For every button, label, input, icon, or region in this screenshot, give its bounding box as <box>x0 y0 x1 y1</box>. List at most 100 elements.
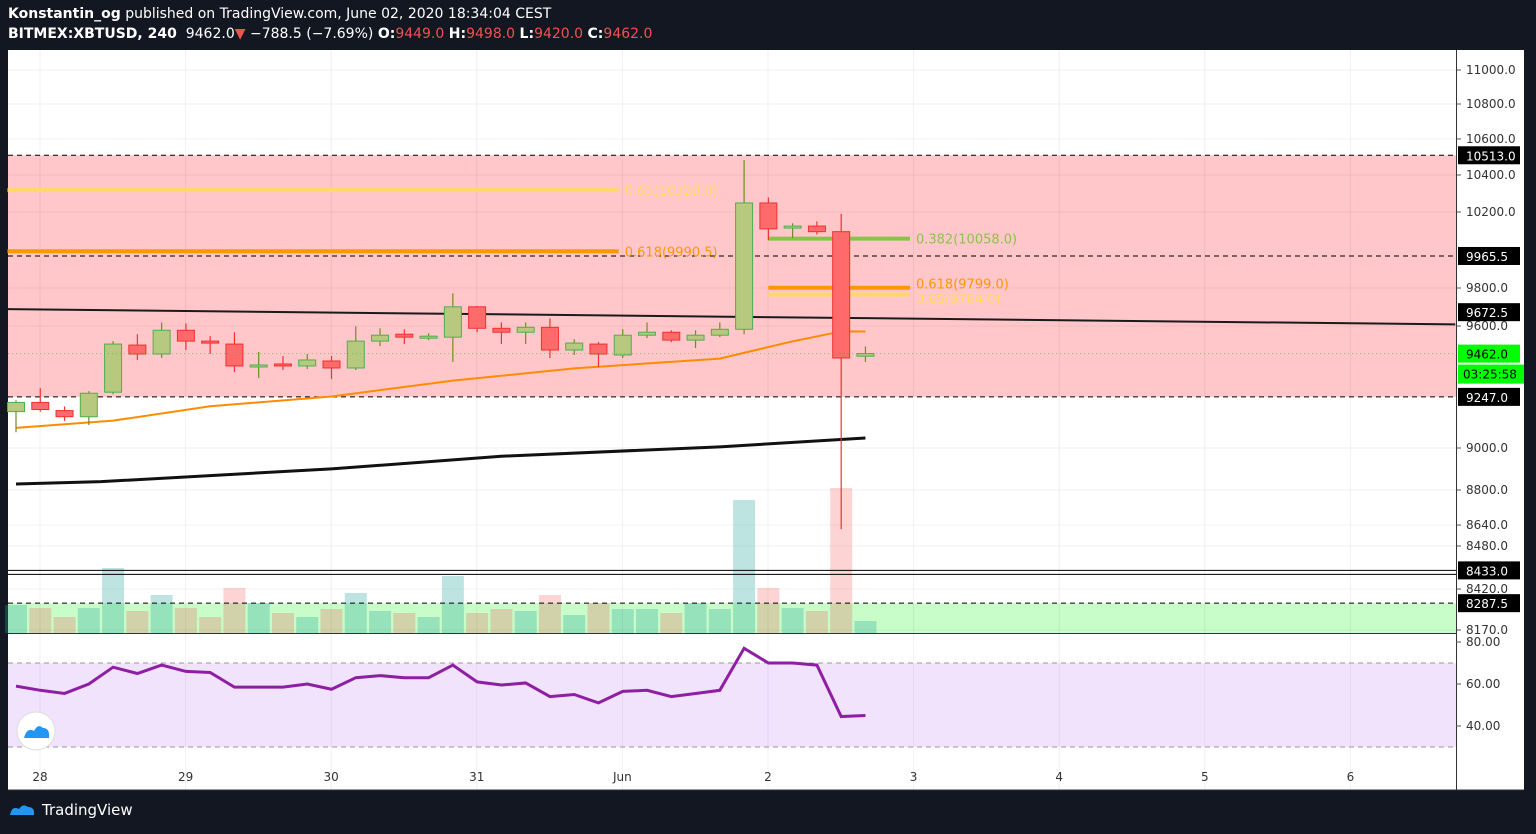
fib-level-label: 0.65(10320.0) <box>625 184 718 199</box>
brand-name[interactable]: TradingView <box>42 801 133 819</box>
bullish-candle[interactable] <box>613 334 632 356</box>
volume-bar <box>611 609 634 633</box>
x-tick-label: 5 <box>1201 770 1209 784</box>
y-tick-label: 8800.0 <box>1466 483 1508 497</box>
bearish-candle[interactable] <box>395 333 414 338</box>
bullish-candle[interactable] <box>419 335 438 339</box>
x-tick-label: 4 <box>1055 770 1063 784</box>
symbol-label[interactable]: BITMEX:XBTUSD, 240 <box>8 26 177 42</box>
x-tick-label: 28 <box>32 770 47 784</box>
bullish-candle[interactable] <box>516 326 535 333</box>
bullish-candle[interactable] <box>686 334 705 341</box>
volume-bar <box>708 609 731 633</box>
bearish-candle[interactable] <box>759 202 778 230</box>
bullish-candle[interactable] <box>710 328 729 336</box>
bullish-candle[interactable] <box>565 342 584 351</box>
bullish-candle[interactable] <box>735 202 754 330</box>
bearish-candle[interactable] <box>273 363 292 367</box>
publish-line: Konstantin_og published on TradingView.c… <box>8 4 652 24</box>
bullish-candle[interactable] <box>443 306 462 338</box>
volume-bar <box>199 617 222 633</box>
price-badge-label: 10513.0 <box>1466 149 1516 163</box>
volume-bar <box>296 617 319 633</box>
y-tick-label: 10200.0 <box>1466 205 1516 219</box>
x-tick-label: 3 <box>910 770 918 784</box>
volume-bar <box>5 605 27 633</box>
volume-bar <box>781 608 804 633</box>
rsi-line[interactable] <box>15 646 866 719</box>
y-tick-label: 10400.0 <box>1466 168 1516 182</box>
bullish-candle[interactable] <box>104 343 123 393</box>
bearish-candle[interactable] <box>322 360 341 369</box>
footer: TradingView <box>8 801 133 819</box>
bearish-candle[interactable] <box>468 306 487 329</box>
bearish-candle[interactable] <box>832 231 851 359</box>
publish-info: published on TradingView.com, June 02, 2… <box>125 6 552 22</box>
y-tick-label: 10800.0 <box>1466 97 1516 111</box>
x-tick-label: 31 <box>469 770 484 784</box>
rsi-band <box>8 663 1456 747</box>
y-tick-label: 8640.0 <box>1466 518 1508 532</box>
bullish-candle[interactable] <box>346 340 365 369</box>
author-name[interactable]: Konstantin_og <box>8 6 121 22</box>
y-tick-label: 8420.0 <box>1466 582 1508 596</box>
bullish-candle[interactable] <box>7 401 25 413</box>
fib-level-label: 0.382(10058.0) <box>916 233 1017 248</box>
bearish-candle[interactable] <box>589 343 608 355</box>
sma-line[interactable] <box>15 436 866 486</box>
last-price-label: 9462.0 <box>1466 348 1508 362</box>
price-badge-label: 8287.5 <box>1466 597 1508 611</box>
bearish-candle[interactable] <box>176 329 195 342</box>
bearish-candle[interactable] <box>225 343 244 367</box>
bearish-candle[interactable] <box>540 326 559 351</box>
close-label: C: <box>587 26 604 42</box>
tradingview-watermark-icon <box>24 726 50 738</box>
volume-bar <box>393 613 416 633</box>
bullish-candle[interactable] <box>783 225 802 229</box>
volume-bar <box>805 611 828 633</box>
bearish-candle[interactable] <box>807 225 826 233</box>
tradingview-logo-icon <box>10 805 35 815</box>
x-tick-label: 6 <box>1347 770 1355 784</box>
x-tick-label: 2 <box>764 770 772 784</box>
trend-line[interactable] <box>7 308 1456 326</box>
x-tick-label: 29 <box>178 770 193 784</box>
volume-bar <box>271 613 294 633</box>
volume-bar <box>29 608 52 633</box>
bearish-candle[interactable] <box>201 340 220 344</box>
bearish-candle[interactable] <box>128 344 147 355</box>
price-badge <box>1458 561 1520 580</box>
bullish-candle[interactable] <box>856 353 875 357</box>
volume-bar <box>830 488 853 633</box>
bullish-candle[interactable] <box>152 329 171 355</box>
support-zone[interactable] <box>8 603 1456 633</box>
volume-bar <box>223 588 246 633</box>
bearish-candle[interactable] <box>55 410 74 418</box>
volume-bar <box>514 611 537 633</box>
price-badge <box>1458 146 1520 165</box>
volume-bar <box>102 568 125 633</box>
volume-bar <box>77 608 100 633</box>
x-tick-label: Jun <box>612 770 632 784</box>
price-axis[interactable] <box>1456 50 1524 790</box>
volume-bar <box>636 609 659 633</box>
y-tick-label: 9600.0 <box>1466 319 1508 333</box>
bullish-candle[interactable] <box>249 364 268 368</box>
bullish-candle[interactable] <box>638 331 657 336</box>
volume-bar <box>369 611 392 633</box>
bullish-candle[interactable] <box>371 334 390 342</box>
bearish-candle[interactable] <box>492 327 511 333</box>
price-badge <box>1458 303 1520 322</box>
bullish-candle[interactable] <box>79 392 98 418</box>
ema-line[interactable] <box>15 330 866 429</box>
bearish-candle[interactable] <box>31 401 50 411</box>
fib-level-label: 0.65(9764.0) <box>916 293 1001 308</box>
volume-bar <box>441 576 464 633</box>
countdown-badge <box>1458 364 1524 384</box>
y-tick-label: 9000.0 <box>1466 441 1508 455</box>
bullish-candle[interactable] <box>298 359 317 367</box>
y-tick-label: 10600.0 <box>1466 132 1516 146</box>
bar-countdown: 03:25:58 <box>1463 368 1517 382</box>
bearish-candle[interactable] <box>662 331 681 341</box>
